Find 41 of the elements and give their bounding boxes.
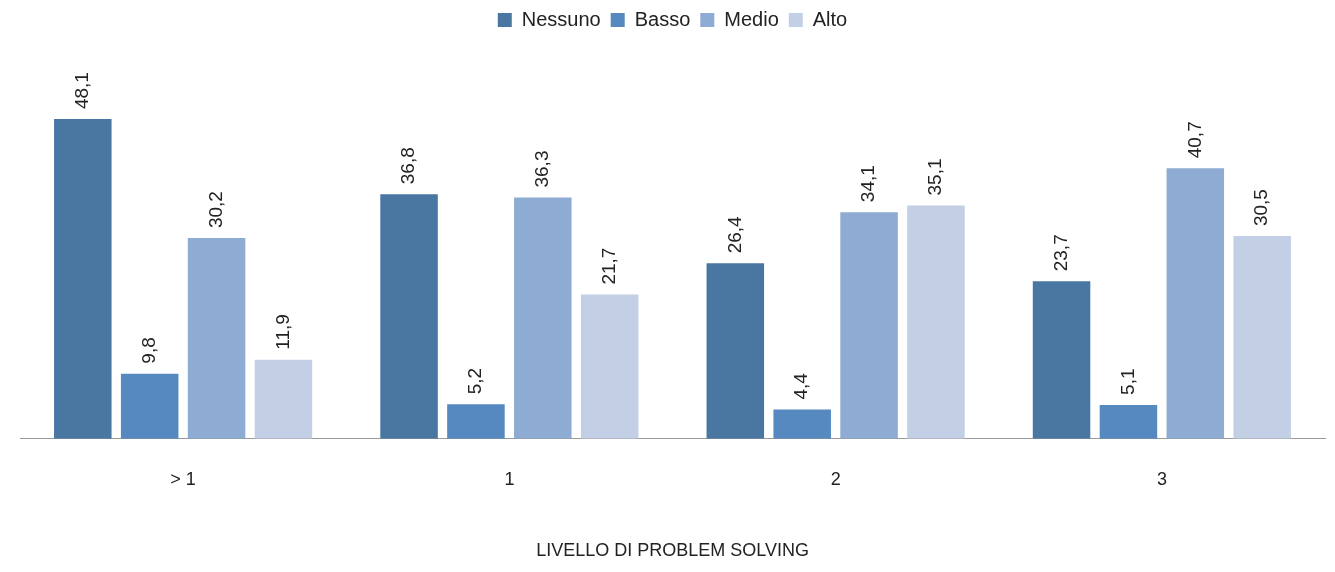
bar xyxy=(773,409,831,439)
legend-label: Alto xyxy=(812,7,848,30)
data-label: 23,7 xyxy=(1049,234,1071,272)
bar xyxy=(380,194,438,439)
bar xyxy=(54,119,112,439)
bar xyxy=(580,294,639,439)
bar xyxy=(706,263,765,439)
data-label: 11,9 xyxy=(271,314,293,350)
x-tick-label: > 1 xyxy=(170,468,196,489)
x-tick-label: 1 xyxy=(504,468,515,489)
bar xyxy=(120,373,179,439)
legend-label: Nessuno xyxy=(521,7,601,30)
bar xyxy=(187,238,246,439)
bar xyxy=(840,212,898,439)
data-label: 34,1 xyxy=(857,165,879,203)
legend-label: Basso xyxy=(634,7,691,30)
data-label: 36,8 xyxy=(397,147,419,185)
x-tick-label: 2 xyxy=(830,468,841,489)
data-label: 5,2 xyxy=(464,367,486,395)
data-label: 35,1 xyxy=(924,158,946,196)
data-label: 30,5 xyxy=(1250,189,1272,227)
bar xyxy=(1099,404,1158,439)
bar xyxy=(1032,281,1091,439)
data-label: 30,2 xyxy=(204,191,226,229)
data-label: 40,7 xyxy=(1183,121,1205,159)
data-label: 36,3 xyxy=(531,150,553,188)
bar xyxy=(514,197,572,439)
data-label: 4,4 xyxy=(790,372,812,400)
data-label: 5,1 xyxy=(1116,368,1138,395)
bar xyxy=(1233,236,1291,439)
data-label: 26,4 xyxy=(723,215,745,254)
data-label: 9,8 xyxy=(137,337,159,364)
legend-label: Medio xyxy=(724,7,779,30)
data-label: 21,7 xyxy=(597,247,619,285)
x-axis-title: LIVELLO DI PROBLEM SOLVING xyxy=(536,540,809,561)
bar xyxy=(1166,168,1225,439)
data-label: 48,1 xyxy=(71,72,93,110)
bar xyxy=(254,359,313,439)
bar xyxy=(907,205,965,439)
bar xyxy=(447,404,505,439)
x-tick-label: 3 xyxy=(1156,468,1167,489)
